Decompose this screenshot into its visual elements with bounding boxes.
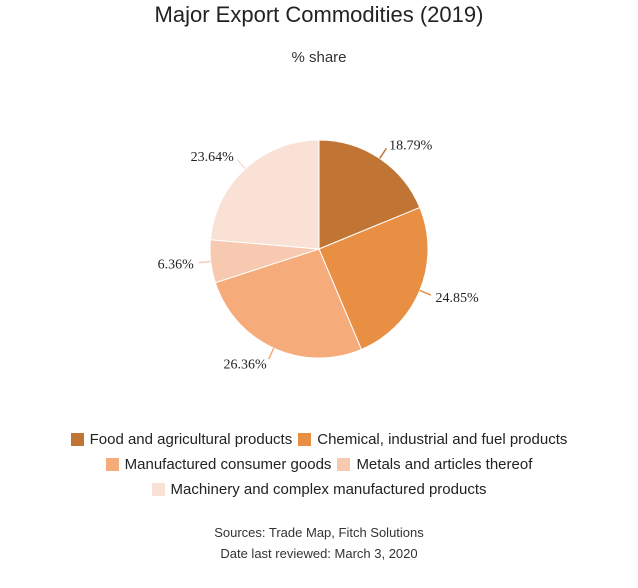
legend-label-metals: Metals and articles thereof	[356, 456, 533, 473]
leader-line-food-and-agricultural-products	[379, 148, 387, 159]
legend-row: Food and agricultural products Chemical,…	[0, 427, 638, 452]
slice-value-label-chemical-industrial-and-fuel-products: 24.85%	[436, 291, 480, 306]
slice-value-label-machinery-and-complex-manufactured-products: 23.64%	[191, 150, 235, 165]
legend-row: Manufactured consumer goods Metals and a…	[0, 452, 638, 477]
legend-item-metals: Metals and articles thereof	[337, 456, 532, 473]
legend-swatch-food	[70, 433, 84, 446]
pie-slice-food-and-agricultural-products	[318, 139, 421, 250]
chart-footer: Sources: Trade Map, Fitch Solutions Date…	[0, 522, 638, 564]
legend-swatch-machinery	[151, 483, 165, 496]
pie-slice-manufactured-consumer-goods	[214, 248, 363, 359]
legend-label-machinery: Machinery and complex manufactured produ…	[170, 481, 487, 498]
sources-text: Sources: Trade Map, Fitch Solutions	[214, 525, 424, 540]
legend-swatch-metals	[337, 458, 351, 471]
legend-label-chemical: Chemical, industrial and fuel products	[317, 431, 568, 448]
chart-subtitle: % share	[291, 49, 347, 66]
legend-item-chemical: Chemical, industrial and fuel products	[298, 431, 567, 448]
date-reviewed-text: Date last reviewed: March 3, 2020	[220, 546, 418, 561]
pie-slice-chemical-industrial-and-fuel-products	[318, 206, 429, 351]
chart-title: Major Export Commodities (2019)	[154, 2, 484, 27]
leader-line-chemical-industrial-and-fuel-products	[419, 289, 432, 296]
leader-line-manufactured-consumer-goods	[268, 347, 275, 360]
slice-value-label-food-and-agricultural-products: 18.79%	[389, 138, 433, 153]
pie-chart: 18.79% 24.85% 26.36% 6.36% 23.64%	[158, 138, 480, 373]
leader-line-machinery-and-complex-manufactured-products	[236, 159, 246, 170]
slice-value-label-metals-and-articles-thereof: 6.36%	[158, 257, 195, 272]
legend: Food and agricultural products Chemical,…	[0, 427, 638, 502]
legend-swatch-chemical	[298, 433, 312, 446]
legend-item-consumer: Manufactured consumer goods	[105, 456, 332, 473]
leader-line-metals-and-articles-thereof	[198, 260, 211, 264]
legend-label-food: Food and agricultural products	[89, 431, 293, 448]
pie-slice-machinery-and-complex-manufactured-products	[209, 139, 320, 250]
legend-label-consumer: Manufactured consumer goods	[124, 456, 332, 473]
legend-swatch-consumer	[105, 458, 119, 471]
slice-value-label-manufactured-consumer-goods: 26.36%	[223, 358, 267, 373]
legend-item-machinery: Machinery and complex manufactured produ…	[151, 481, 487, 498]
legend-item-food: Food and agricultural products	[70, 431, 293, 448]
legend-row: Machinery and complex manufactured produ…	[0, 477, 638, 502]
